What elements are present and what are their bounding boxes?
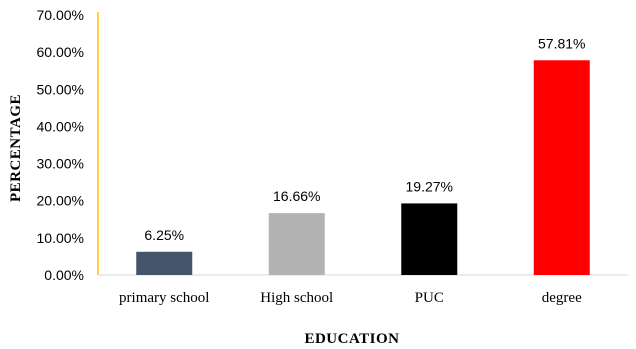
y-tick-label: 20.00% — [37, 193, 84, 209]
data-label-degree: 57.81% — [538, 35, 585, 51]
bar-high-school — [268, 213, 325, 275]
data-labels-group: 6.25% 16.66% 19.27% 57.81% — [144, 35, 585, 243]
x-axis-title: EDUCATION — [304, 331, 399, 347]
y-axis-ticks: 0.00% 10.00% 20.00% 30.00% 40.00% 50.00% 60.00… — [37, 7, 84, 283]
y-tick-label: 60.00% — [37, 44, 84, 60]
x-tick-label-degree: degree — [542, 290, 582, 306]
y-tick-label: 50.00% — [37, 81, 84, 97]
bar-puc — [401, 203, 458, 275]
bars-group — [136, 60, 590, 275]
data-label-high-school: 16.66% — [273, 188, 320, 204]
y-tick-label: 30.00% — [37, 156, 84, 172]
x-tick-label-primary-school: primary school — [119, 290, 209, 306]
y-tick-label: 40.00% — [37, 118, 84, 134]
data-label-primary-school: 6.25% — [144, 227, 184, 243]
y-tick-label: 0.00% — [44, 267, 84, 283]
bar-primary-school — [136, 251, 193, 275]
x-tick-label-puc: PUC — [415, 290, 444, 306]
data-label-puc: 19.27% — [406, 178, 453, 194]
x-axis-ticks: primary school High school PUC degree — [119, 290, 582, 306]
bar-degree — [533, 60, 590, 275]
y-tick-label: 70.00% — [37, 7, 84, 23]
y-tick-label: 10.00% — [37, 230, 84, 246]
y-axis-title: PERCENTAGE — [8, 94, 24, 202]
x-tick-label-high-school: High school — [260, 290, 333, 306]
